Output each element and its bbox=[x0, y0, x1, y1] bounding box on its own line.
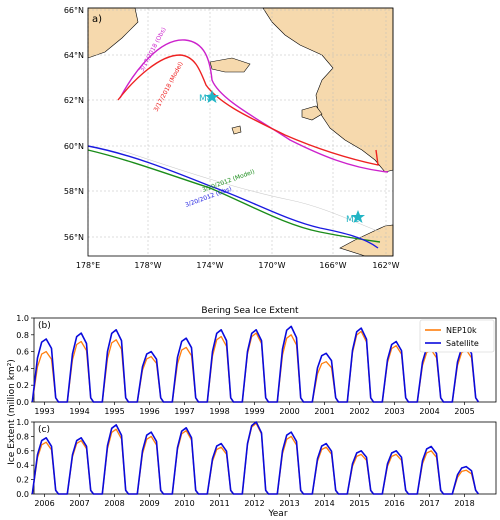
st-lawrence-island bbox=[209, 57, 251, 73]
y-tick-label: 0.8 bbox=[16, 331, 29, 340]
lat-tick-label: 60°N bbox=[64, 142, 84, 151]
lat-tick-label: 64°N bbox=[64, 51, 84, 60]
station-m2: M2 bbox=[346, 210, 365, 225]
ice-edge-2012-model bbox=[87, 149, 381, 243]
panel-c: 0.0 0.2 0.4 0.6 0.8 1.0 2006 2007 2008 2009 2010 20… bbox=[16, 418, 497, 508]
lat-tick-label: 66°N bbox=[64, 6, 84, 15]
y-tick-label: 0.2 bbox=[16, 381, 29, 390]
x-tick-label: 2008 bbox=[104, 499, 124, 508]
x-tick-label: 1993 bbox=[34, 407, 54, 416]
panel-label: (c) bbox=[38, 425, 50, 435]
map-panel-label: a) bbox=[92, 14, 102, 25]
x-tick-label: 2013 bbox=[279, 499, 299, 508]
y-tick-label: 0.2 bbox=[16, 476, 29, 485]
x-tick-label: 2016 bbox=[384, 499, 404, 508]
x-tick-label: 1996 bbox=[139, 407, 159, 416]
x-tick-label: 1994 bbox=[69, 407, 89, 416]
lat-tick-label: 56°N bbox=[64, 233, 84, 242]
nunivak-island bbox=[301, 105, 323, 121]
legend-label-satellite: Satellite bbox=[446, 339, 479, 348]
lon-tick-label: 166°W bbox=[319, 261, 346, 270]
x-tick-label: 2018 bbox=[454, 499, 474, 508]
x-tick-label: 2003 bbox=[384, 407, 404, 416]
y-tick-label: 0.8 bbox=[16, 432, 29, 441]
lon-tick-label: 170°W bbox=[258, 261, 285, 270]
x-tick-label: 2007 bbox=[69, 499, 89, 508]
x-tick-label: 2015 bbox=[349, 499, 369, 508]
series-line-satellite bbox=[31, 421, 480, 495]
map-tick-labels: 66°N 64°N 62°N 60°N 58°N 56°N 178°E 178°W 174°W 1… bbox=[64, 6, 400, 270]
ice-edge-2018-obs bbox=[119, 39, 389, 173]
x-tick-label: 2010 bbox=[174, 499, 194, 508]
station-label-m2: M2 bbox=[346, 215, 360, 225]
y-tick-label: 1.0 bbox=[16, 418, 29, 427]
star-icon bbox=[351, 210, 365, 223]
y-tick-label: 0.4 bbox=[16, 364, 29, 373]
star-icon bbox=[205, 90, 219, 103]
legend: NEP10k Satellite bbox=[419, 319, 495, 353]
y-tick-label: 0.6 bbox=[16, 447, 29, 456]
y-tick-label: 0.6 bbox=[16, 348, 29, 357]
st-matthew-island bbox=[231, 125, 242, 135]
lat-tick-label: 58°N bbox=[64, 187, 84, 196]
x-tick-label: 2006 bbox=[34, 499, 54, 508]
map-panel: 3/17/2018 (Obs) 3/17/2018 (Model) 3/20/2… bbox=[64, 6, 400, 270]
x-tick-label: 2014 bbox=[314, 499, 334, 508]
panel-label: (b) bbox=[38, 321, 51, 331]
lon-tick-label: 162°W bbox=[372, 261, 399, 270]
y-tick-label: 1.0 bbox=[16, 314, 29, 323]
x-tick-label: 2000 bbox=[279, 407, 299, 416]
map-frame bbox=[87, 7, 394, 257]
legend-box bbox=[419, 319, 495, 353]
ice-edge-2012-obs bbox=[87, 145, 379, 249]
lat-tick-label: 62°N bbox=[64, 96, 84, 105]
x-tick-label: 2012 bbox=[244, 499, 264, 508]
shelf-contour bbox=[119, 149, 381, 233]
series-line-satellite bbox=[31, 325, 480, 403]
x-tick-label: 1997 bbox=[174, 407, 194, 416]
x-axis-label: Year bbox=[267, 509, 287, 519]
x-tick-label: 2017 bbox=[419, 499, 439, 508]
x-tick-label: 2011 bbox=[209, 499, 229, 508]
x-tick-label: 1998 bbox=[209, 407, 229, 416]
station-m8: M8 bbox=[199, 90, 219, 104]
x-tick-label: 1999 bbox=[244, 407, 264, 416]
ice-edge-2018-model bbox=[117, 54, 379, 166]
x-tick-label: 2004 bbox=[419, 407, 439, 416]
x-tick-label: 2005 bbox=[454, 407, 474, 416]
y-tick-label: 0.0 bbox=[16, 490, 29, 499]
ts-title: Bering Sea Ice Extent bbox=[201, 306, 299, 316]
y-tick-label: 0.4 bbox=[16, 461, 29, 470]
legend-label-nep10k: NEP10k bbox=[446, 326, 477, 335]
x-tick-label: 2009 bbox=[139, 499, 159, 508]
lon-tick-label: 178°W bbox=[134, 261, 161, 270]
x-tick-label: 1995 bbox=[104, 407, 124, 416]
panel-b: 0.0 0.2 0.4 0.6 0.8 1.0 1993 1994 1995 1996 1997 19… bbox=[16, 314, 497, 416]
lon-tick-label: 174°W bbox=[196, 261, 223, 270]
y-tick-label: 0.0 bbox=[16, 398, 29, 407]
y-axis-label: Ice Extent (million km²) bbox=[7, 359, 17, 465]
lon-tick-label: 178°E bbox=[76, 261, 100, 270]
x-tick-label: 2002 bbox=[349, 407, 369, 416]
station-label-m8: M8 bbox=[199, 94, 213, 104]
x-tick-label: 2001 bbox=[314, 407, 334, 416]
